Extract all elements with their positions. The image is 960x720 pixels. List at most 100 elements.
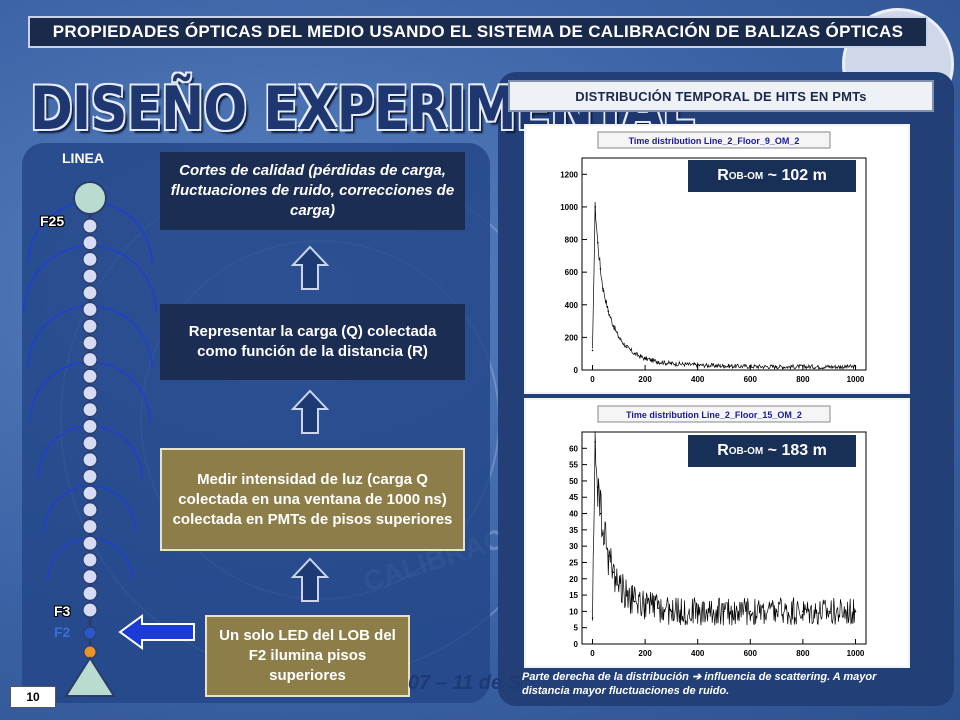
data-point [854,610,857,613]
y-tick-label: 0 [574,366,579,375]
buoy [73,181,107,215]
x-tick-label: 600 [744,649,758,658]
series-line [592,201,856,371]
y-tick-label: 25 [569,558,578,567]
y-tick-label: 5 [574,624,579,633]
storey-bead [82,251,98,267]
x-tick-label: 800 [796,649,810,658]
storey-bead [82,318,98,334]
up-arrow-icon [290,389,330,434]
data-point [618,336,620,339]
x-tick-label: 200 [638,649,652,658]
chart-title: Time distribution Line_2_Floor_9_OM_2 [629,136,800,146]
data-point [723,365,725,367]
plot-area [581,157,867,371]
data-point [749,610,752,613]
data-point [602,287,604,290]
data-point [828,365,830,368]
x-tick-label: 0 [590,375,595,384]
storey-bead [82,285,98,301]
r-subscript: OB-OM [728,170,764,182]
data-point [607,555,610,557]
data-point [599,512,602,515]
storey-bead [82,335,98,351]
y-tick-label: 1000 [560,203,578,212]
floor-label-f25: F25 [40,213,65,229]
measure-light-box: Medir intensidad de luz (carga Q colecta… [160,448,465,551]
x-tick-label: 800 [796,375,810,384]
data-point [633,600,636,603]
data-point [657,361,660,363]
scattering-caption: Parte derecha de la distribución ➔ influ… [522,671,877,697]
up-arrow-icon [290,557,330,602]
x-tick-label: 0 [590,649,595,658]
storey-bead [82,268,98,284]
footer-date-fragment: 07 – 11 de S [408,672,522,694]
data-point [612,325,615,327]
data-point [596,242,599,244]
data-point [602,532,604,534]
quality-cuts-box: Cortes de calidad (pérdidas de carga, fl… [160,152,465,230]
data-point [612,571,615,574]
data-point [596,486,599,489]
storey-bead [82,418,98,434]
storey-bead [82,502,98,518]
data-point [644,357,646,360]
y-tick-label: 35 [569,526,578,535]
y-tick-label: 800 [565,236,579,245]
storey-bead [82,368,98,384]
storey-bead [82,485,98,501]
r-value: ~ 102 m [763,167,827,184]
y-tick-label: 15 [569,591,578,600]
r-value: ~ 183 m [763,442,827,459]
data-point [775,365,778,368]
anchor-triangle [64,656,116,697]
data-point [802,365,804,368]
distance-label-102: R OB-OM ~ 102 m [688,160,856,192]
storey-bead [82,218,98,234]
distribution-header: DISTRIBUCIÓN TEMPORAL DE HITS EN PMTs [508,80,934,112]
y-tick-label: 1200 [560,170,578,179]
data-point [625,594,628,596]
storey-bead [82,468,98,485]
x-tick-label: 1000 [847,375,865,384]
data-point [854,365,857,368]
data-point [670,362,673,365]
data-point [775,610,778,613]
data-point [657,607,660,609]
y-tick-label: 400 [565,301,579,310]
x-tick-label: 600 [744,375,758,384]
detector-line-diagram [23,181,157,697]
data-point [625,346,628,348]
storey-bead [82,351,98,368]
storey-bead [82,585,98,601]
data-point [591,617,594,619]
time-distribution-plot-floor-9: Time distribution Line_2_Floor_9_OM_2 0 20… [524,124,910,394]
y-tick-label: 600 [565,268,579,277]
data-point [644,604,646,606]
data-point [696,610,699,613]
single-led-box: Un solo LED del LOB del F2 ilumina pisos… [205,615,410,697]
y-tick-label: 20 [569,575,578,584]
linea-label: LINEA [62,150,104,166]
chart-title: Time distribution Line_2_Floor_15_OM_2 [626,410,802,420]
storey-bead [82,535,98,551]
storey-bead [82,518,98,535]
left-arrow-icon [118,614,195,650]
data-point [723,610,725,613]
data-point [618,584,620,587]
storey-bead [82,385,98,401]
storey-bead [82,301,98,318]
data-point [696,364,699,366]
y-tick-label: 200 [565,333,579,342]
storey-bead [82,602,98,618]
r-symbol: R [717,167,729,184]
slide-header: PROPIEDADES ÓPTICAS DEL MEDIO USANDO EL … [28,16,928,48]
left-panel [22,143,490,703]
y-tick-label: 40 [569,510,578,519]
data-point [749,365,752,368]
data-point [594,440,596,443]
storey-bead [82,402,98,418]
distance-label-183: R OB-OM ~ 183 m [688,435,856,467]
x-tick-label: 400 [691,375,705,384]
